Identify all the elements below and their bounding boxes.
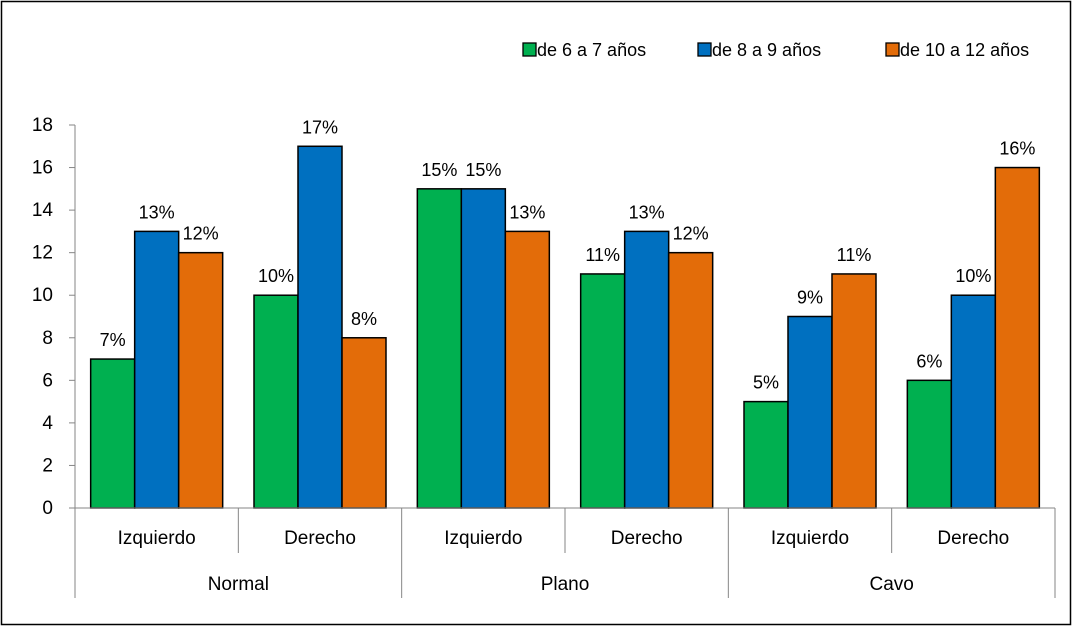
y-tick-label: 0 — [42, 498, 53, 519]
y-tick-label: 16 — [32, 158, 53, 179]
y-tick-label: 10 — [32, 285, 53, 306]
bar-3-6 — [994, 166, 1041, 509]
data-label: 6% — [916, 351, 942, 371]
bar-3-5 — [831, 273, 877, 509]
data-label: 11% — [837, 245, 872, 265]
data-label: 10% — [955, 266, 991, 286]
legend-label-3: de 10 a 12 años — [900, 40, 1029, 60]
bar-2-3 — [460, 188, 507, 509]
bar-2-4 — [623, 230, 670, 509]
x-category-label: Derecho — [611, 528, 683, 549]
y-tick-label: 6 — [42, 370, 53, 391]
bar-2-5 — [787, 315, 833, 509]
legend-swatch-2 — [697, 42, 712, 57]
data-label: 13% — [139, 202, 175, 222]
x-group-label: Cavo — [869, 574, 913, 595]
data-label: 9% — [797, 288, 823, 308]
bar-1-3 — [416, 188, 463, 509]
bars — [89, 145, 1041, 509]
bar-3-1 — [177, 251, 224, 509]
x-category-label: Izquierdo — [118, 528, 196, 549]
y-tick-label: 18 — [32, 115, 53, 136]
data-label: 15% — [465, 160, 501, 180]
y-tick-label: 14 — [32, 200, 54, 221]
data-label: 7% — [100, 330, 126, 350]
data-labels: 7% 13% 12% 10% 17% 8% 15% 15% 13% 11% 13% 12% 5% 9% 11… — [100, 117, 1036, 392]
x-category-label: Derecho — [284, 528, 356, 549]
data-label: 8% — [351, 309, 377, 329]
bar-1-5 — [743, 400, 789, 509]
y-tick-label: 4 — [42, 413, 53, 434]
data-label: 11% — [585, 245, 620, 265]
x-category-label: Izquierdo — [444, 528, 522, 549]
legend: de 6 a 7 años de 8 a 9 años de 10 a 12 año… — [522, 40, 1029, 60]
bar-1-4 — [579, 273, 626, 509]
bar-3-2 — [341, 337, 387, 509]
bar-1-6 — [906, 379, 953, 509]
y-axis: 0 2 4 6 8 10 12 14 16 18 — [32, 115, 76, 519]
legend-swatch-1 — [522, 42, 537, 57]
x-group-label: Normal — [208, 574, 269, 595]
legend-swatch-3 — [885, 42, 900, 57]
y-tick-label: 8 — [42, 328, 53, 349]
bar-2-6 — [950, 294, 997, 509]
y-tick-label: 12 — [32, 243, 53, 264]
data-label: 13% — [509, 202, 545, 222]
data-label: 12% — [183, 224, 219, 244]
legend-label-2: de 8 a 9 años — [712, 40, 821, 60]
bar-2-2 — [297, 145, 343, 509]
bar-1-2 — [253, 294, 299, 509]
data-label: 5% — [753, 373, 779, 393]
data-label: 13% — [629, 202, 665, 222]
data-label: 15% — [421, 160, 457, 180]
bar-2-1 — [133, 230, 180, 509]
data-label: 10% — [258, 266, 294, 286]
legend-label-1: de 6 a 7 años — [537, 40, 646, 60]
data-label: 12% — [673, 224, 709, 244]
bar-1-1 — [89, 358, 136, 509]
x-category-label: Derecho — [937, 528, 1009, 549]
data-label: 17% — [302, 117, 338, 137]
y-tick-label: 2 — [42, 455, 53, 476]
bar-3-3 — [504, 230, 551, 509]
x-axis: Izquierdo Derecho Izquierdo Derecho Izquierd… — [74, 507, 1056, 598]
x-group-label: Plano — [541, 574, 590, 595]
bar-3-4 — [667, 251, 714, 509]
x-category-label: Izquierdo — [771, 528, 849, 549]
data-label: 16% — [999, 139, 1035, 159]
